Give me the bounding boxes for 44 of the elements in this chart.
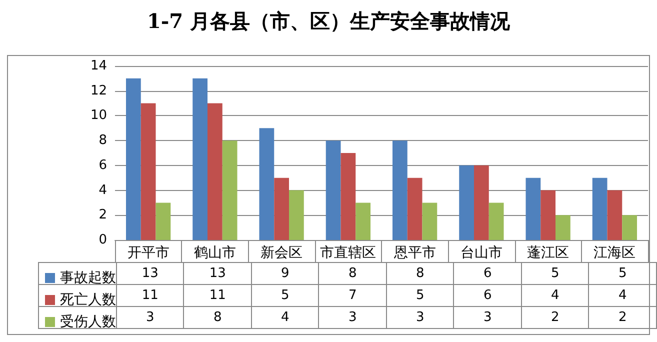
data-label: 5 bbox=[588, 262, 656, 284]
chart-title: 1-7 月各县（市、区）生产安全事故情况 bbox=[146, 8, 512, 35]
data-label: 5 bbox=[521, 262, 589, 284]
data-label: 11 bbox=[116, 284, 184, 306]
y-tick-label: 2 bbox=[98, 208, 107, 223]
data-label: 4 bbox=[588, 284, 656, 306]
data-label: 5 bbox=[386, 284, 454, 306]
data-label: 2 bbox=[588, 306, 656, 328]
x-tick-label: 市直辖区 bbox=[320, 245, 376, 261]
x-tick-label: 蓬江区 bbox=[527, 245, 570, 261]
x-tick-label: 江海区 bbox=[594, 245, 636, 261]
legend-label: 受伤人数 bbox=[60, 314, 116, 330]
data-label: 3 bbox=[454, 306, 522, 328]
legend-label: 事故起数 bbox=[60, 270, 116, 286]
data-label: 9 bbox=[251, 262, 319, 284]
legend-label: 死亡人数 bbox=[60, 292, 116, 308]
data-label: 2 bbox=[521, 306, 589, 328]
x-tick-label: 恩平市 bbox=[392, 245, 436, 261]
data-label: 6 bbox=[454, 284, 522, 306]
x-tick-label: 新会区 bbox=[260, 245, 303, 261]
x-tick-label: 开平市 bbox=[127, 245, 170, 261]
y-tick-label: 12 bbox=[90, 83, 107, 98]
data-label: 8 bbox=[318, 262, 386, 284]
data-label: 7 bbox=[318, 284, 386, 306]
data-label: 4 bbox=[251, 306, 319, 328]
data-label: 3 bbox=[318, 306, 386, 328]
data-label: 3 bbox=[386, 306, 454, 328]
data-label: 11 bbox=[184, 284, 252, 306]
y-tick-label: 0 bbox=[98, 232, 107, 248]
data-label: 13 bbox=[184, 262, 252, 284]
data-label: 13 bbox=[116, 262, 184, 284]
data-label: 3 bbox=[116, 306, 184, 328]
y-tick-label: 10 bbox=[90, 108, 107, 124]
data-label: 8 bbox=[386, 262, 454, 284]
data-label: 5 bbox=[251, 284, 319, 306]
y-tick-label: 4 bbox=[98, 182, 107, 198]
data-label: 4 bbox=[521, 284, 589, 306]
y-tick-label: 8 bbox=[98, 133, 107, 148]
data-label: 8 bbox=[184, 306, 252, 328]
data-label: 6 bbox=[454, 262, 522, 284]
y-tick-label: 6 bbox=[98, 158, 107, 173]
y-tick-label: 14 bbox=[90, 58, 107, 74]
x-tick-label: 鹤山市 bbox=[194, 245, 236, 261]
x-tick-label: 台山市 bbox=[460, 245, 502, 261]
